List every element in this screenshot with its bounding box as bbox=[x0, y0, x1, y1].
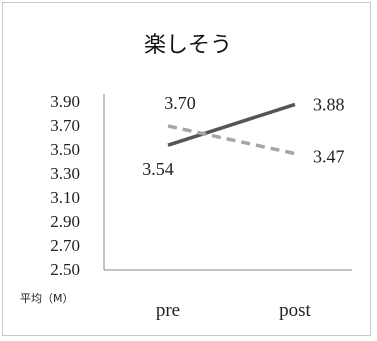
y-tick-label: 3.50 bbox=[50, 140, 80, 159]
series-line bbox=[167, 102, 296, 147]
x-category-label: post bbox=[279, 300, 311, 321]
y-tick-label: 3.10 bbox=[50, 188, 80, 207]
y-tick-labels: 3.90 3.70 3.50 3.30 3.10 2.90 2.70 2.50 bbox=[50, 92, 80, 279]
data-label: 3.70 bbox=[164, 93, 196, 113]
x-category-labels: pre post bbox=[156, 300, 312, 321]
y-tick-label: 2.90 bbox=[50, 212, 80, 231]
chart-frame bbox=[2, 2, 371, 336]
chart-title: 楽しそう bbox=[144, 33, 232, 58]
x-category-label: pre bbox=[156, 300, 180, 321]
y-tick-label: 2.70 bbox=[50, 236, 80, 255]
data-labels: 3.54 3.88 3.70 3.47 bbox=[142, 93, 344, 179]
y-tick-label: 3.90 bbox=[50, 92, 80, 111]
y-tick-label: 3.30 bbox=[50, 164, 80, 183]
data-label: 3.47 bbox=[313, 147, 345, 167]
y-axis-label: 平均（M） bbox=[20, 292, 74, 305]
y-tick-label: 2.50 bbox=[50, 260, 80, 279]
data-label: 3.54 bbox=[142, 159, 174, 179]
series-group bbox=[167, 102, 296, 156]
y-tick-label: 3.70 bbox=[50, 116, 80, 135]
series-line bbox=[167, 124, 296, 156]
data-label: 3.88 bbox=[313, 94, 345, 114]
